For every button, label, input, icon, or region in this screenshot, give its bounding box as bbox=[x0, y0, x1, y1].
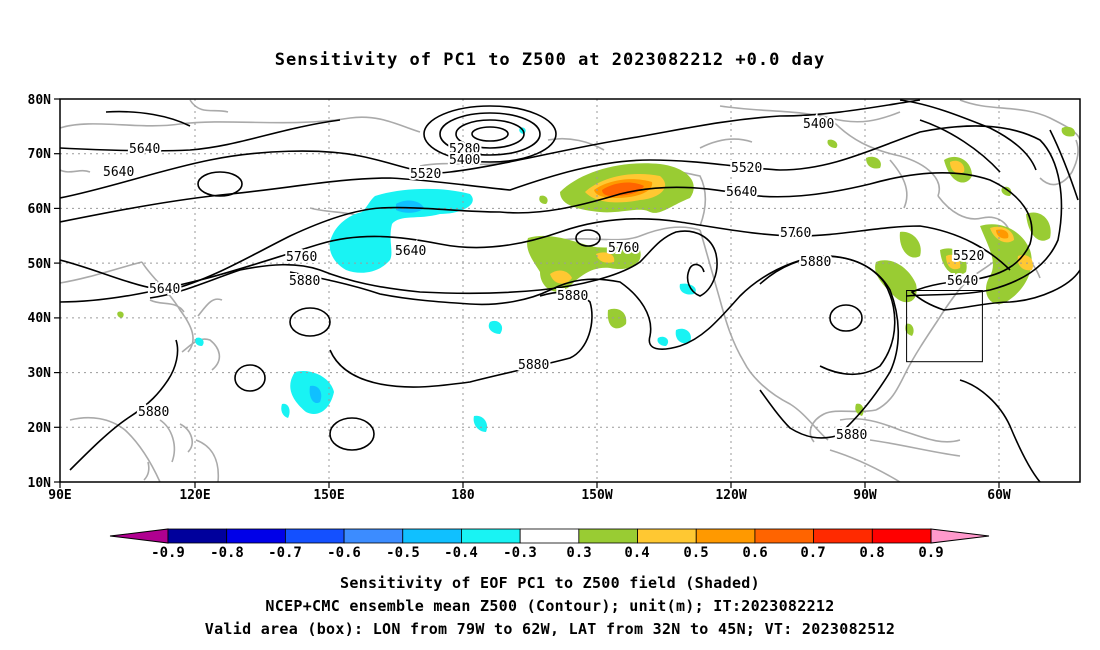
colorbar-cell bbox=[637, 528, 697, 544]
contour-label: 5880 bbox=[557, 289, 588, 304]
colorbar-cell bbox=[167, 528, 228, 544]
colorbar-tick-label: -0.9 bbox=[151, 545, 185, 561]
lat-label: 80N bbox=[28, 93, 52, 108]
colorbar-extend-high bbox=[930, 528, 990, 544]
lon-axis: 90E 120E 150E 180 150W 120W 90W 60W bbox=[48, 488, 1011, 503]
colorbar-tick-label: 0.4 bbox=[624, 545, 649, 561]
caption-line-3: Valid area (box): LON from 79W to 62W, L… bbox=[204, 620, 896, 638]
colorbar-tick-label: 0.9 bbox=[918, 545, 943, 561]
colorbar-tick-label: 0.6 bbox=[742, 545, 767, 561]
lon-label: 150E bbox=[313, 488, 344, 503]
axis-ticks bbox=[54, 98, 1000, 488]
contour-label: 5520 bbox=[410, 167, 441, 182]
z500-contours bbox=[60, 99, 1080, 482]
contour-label: 5760 bbox=[608, 241, 639, 256]
lon-label: 120W bbox=[715, 488, 746, 503]
contour-label: 5640 bbox=[149, 282, 180, 297]
colorbar-tick-label: -0.5 bbox=[386, 545, 420, 561]
lat-axis: 80N 70N 60N 50N 40N 30N 20N 10N bbox=[28, 93, 52, 491]
caption-line-2: NCEP+CMC ensemble mean Z500 (Contour); u… bbox=[265, 597, 835, 615]
colorbar-cell bbox=[461, 528, 521, 544]
colorbar-tick-label: 0.3 bbox=[566, 545, 591, 561]
colorbar bbox=[109, 528, 990, 544]
colorbar-cell bbox=[519, 528, 580, 544]
contour-label-group: 5280 5400 5400 5520 5520 5520 5640 5640 … bbox=[101, 115, 986, 445]
lon-label: 90W bbox=[853, 488, 877, 503]
map-title: Sensitivity of PC1 to Z500 at 2023082212… bbox=[274, 50, 826, 70]
valid-area-box bbox=[906, 290, 983, 363]
contour-label: 5880 bbox=[138, 405, 169, 420]
contour-label: 5400 bbox=[449, 153, 480, 168]
contour-label: 5280 bbox=[449, 142, 480, 157]
colorbar-cell bbox=[813, 528, 873, 544]
colorbar-tick-label: -0.3 bbox=[503, 545, 537, 561]
colorbar-tick-label: -0.7 bbox=[268, 545, 302, 561]
colorbar-tick-label: 0.7 bbox=[800, 545, 825, 561]
colorbar-tick-label: 0.5 bbox=[683, 545, 708, 561]
lat-label: 70N bbox=[28, 147, 52, 162]
colorbar-cell bbox=[754, 528, 815, 544]
colorbar-tick-label: -0.6 bbox=[327, 545, 361, 561]
contour-label: 5880 bbox=[289, 274, 320, 289]
lat-label: 50N bbox=[28, 257, 52, 272]
lat-label: 60N bbox=[28, 202, 52, 217]
contour-label: 5880 bbox=[836, 428, 867, 443]
contour-label: 5400 bbox=[803, 117, 834, 132]
colorbar-tick-label: 0.8 bbox=[859, 545, 884, 561]
contour-label: 5520 bbox=[953, 249, 984, 264]
contour-label: 5640 bbox=[103, 165, 134, 180]
colorbar-tick-label: -0.4 bbox=[444, 545, 478, 561]
contour-label: 5640 bbox=[395, 244, 426, 259]
colorbar-cell bbox=[695, 528, 756, 544]
contour-label: 5520 bbox=[731, 161, 762, 176]
colorbar-tick-label: -0.8 bbox=[210, 545, 244, 561]
lon-label: 180 bbox=[451, 488, 475, 503]
caption-line-1: Sensitivity of EOF PC1 to Z500 field (Sh… bbox=[340, 574, 760, 592]
grid bbox=[60, 99, 1080, 482]
colorbar-labels: -0.9 -0.8 -0.7 -0.6 -0.5 -0.4 -0.3 0.3 0… bbox=[151, 545, 944, 561]
lat-label: 30N bbox=[28, 366, 52, 381]
contour-label: 5640 bbox=[726, 185, 757, 200]
colorbar-cell bbox=[284, 528, 345, 544]
colorbar-cell bbox=[578, 528, 638, 544]
lon-label: 90E bbox=[48, 488, 71, 503]
colorbar-cell bbox=[871, 528, 932, 544]
colorbar-cell bbox=[226, 528, 286, 544]
lon-label: 120E bbox=[179, 488, 210, 503]
lat-label: 20N bbox=[28, 421, 52, 436]
lon-label: 60W bbox=[987, 488, 1011, 503]
contour-label: 5760 bbox=[780, 226, 811, 241]
colorbar-cell bbox=[343, 528, 404, 544]
contour-label: 5760 bbox=[286, 250, 317, 265]
lon-label: 150W bbox=[581, 488, 612, 503]
colorbar-cell bbox=[402, 528, 462, 544]
contour-label: 5640 bbox=[947, 274, 978, 289]
contour-label: 5880 bbox=[518, 358, 549, 373]
colorbar-extend-low bbox=[109, 528, 169, 544]
lat-label: 40N bbox=[28, 311, 52, 326]
map-frame bbox=[59, 98, 1081, 483]
contour-label: 5880 bbox=[800, 255, 831, 270]
contour-label: 5640 bbox=[129, 142, 160, 157]
lat-label: 10N bbox=[28, 476, 52, 491]
